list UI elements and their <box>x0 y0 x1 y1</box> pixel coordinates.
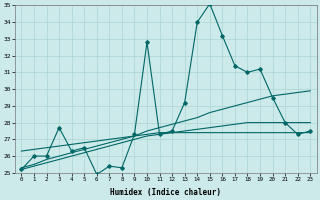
X-axis label: Humidex (Indice chaleur): Humidex (Indice chaleur) <box>110 188 221 197</box>
